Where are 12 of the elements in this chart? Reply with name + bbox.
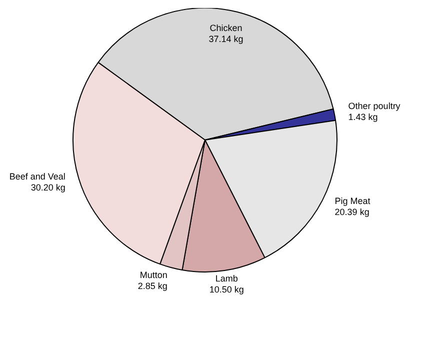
data-label: 2.85 kg [138,281,168,292]
slice-label: Chicken [210,22,242,33]
data-label: 20.39 kg [334,206,370,217]
data-label: 37.14 kg [208,34,244,44]
slice-label: Pig Meat [334,196,371,206]
slice-label: Other poultry [348,100,401,111]
data-label: 30.20 kg [30,182,66,193]
data-label: 1.43 kg [348,112,378,122]
slice-label: Beef and Veal [9,172,66,182]
data-label: 10.50 kg [209,284,244,294]
slice-label: Mutton [140,270,168,280]
slice-label: Lamb [215,273,238,284]
